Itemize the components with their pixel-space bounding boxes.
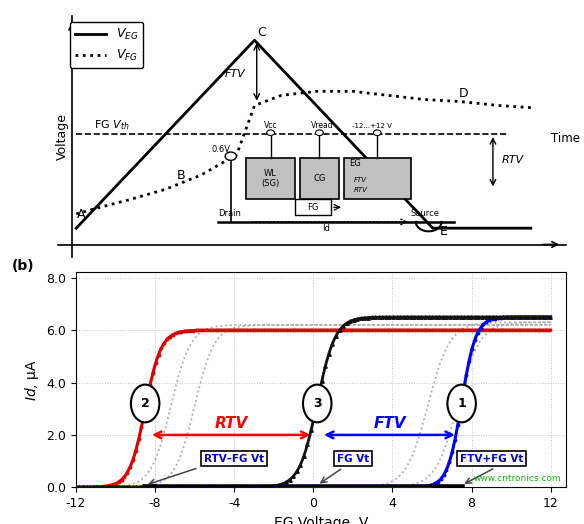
Text: RTV: RTV <box>502 155 524 165</box>
Text: FTV+FG Vt: FTV+FG Vt <box>460 453 523 464</box>
Text: FTV: FTV <box>225 69 246 79</box>
Text: B: B <box>176 169 185 182</box>
Circle shape <box>373 130 381 136</box>
Text: Time: Time <box>551 132 580 145</box>
Legend: $V_{EG}$, $V_{FG}$: $V_{EG}$, $V_{FG}$ <box>69 22 144 69</box>
Y-axis label: $Id$, μA: $Id$, μA <box>23 359 41 401</box>
Text: A: A <box>77 208 85 221</box>
Text: C: C <box>257 26 266 39</box>
Text: FG: FG <box>307 203 319 212</box>
Circle shape <box>225 152 237 160</box>
Text: 3: 3 <box>313 397 322 410</box>
X-axis label: EG Voltage, V: EG Voltage, V <box>274 516 369 524</box>
Text: -12...+12 V: -12...+12 V <box>352 123 391 129</box>
Text: D: D <box>459 88 469 101</box>
Text: E: E <box>440 225 448 238</box>
Text: RTV: RTV <box>354 187 368 193</box>
Text: EG: EG <box>349 159 361 168</box>
Text: FTV: FTV <box>373 416 406 431</box>
Text: (b): (b) <box>12 259 35 274</box>
Text: 2: 2 <box>141 397 150 410</box>
Circle shape <box>267 130 274 136</box>
FancyBboxPatch shape <box>246 158 295 199</box>
Text: FG $V_{th}$: FG $V_{th}$ <box>94 118 130 132</box>
Circle shape <box>131 385 159 422</box>
Text: Vread: Vread <box>311 121 333 130</box>
Text: FG Vt: FG Vt <box>337 453 369 464</box>
Text: Vcc: Vcc <box>264 121 278 130</box>
Text: 1: 1 <box>457 397 466 410</box>
FancyBboxPatch shape <box>300 158 339 199</box>
Text: WL
(SG): WL (SG) <box>262 169 280 189</box>
Text: 0.6V: 0.6V <box>211 146 231 155</box>
Circle shape <box>303 385 332 422</box>
Circle shape <box>447 385 476 422</box>
FancyBboxPatch shape <box>344 158 411 199</box>
Text: CG: CG <box>313 174 326 183</box>
Y-axis label: Voltage: Voltage <box>56 113 69 160</box>
Text: RTV–FG Vt: RTV–FG Vt <box>204 453 264 464</box>
Text: FTV: FTV <box>354 178 367 183</box>
FancyBboxPatch shape <box>295 199 331 215</box>
Text: Source: Source <box>411 209 440 219</box>
Circle shape <box>315 130 324 136</box>
Text: www.cntronics.com: www.cntronics.com <box>474 474 562 483</box>
Text: RTV: RTV <box>214 416 248 431</box>
Text: Drain: Drain <box>218 209 241 219</box>
Text: Id: Id <box>322 224 330 233</box>
